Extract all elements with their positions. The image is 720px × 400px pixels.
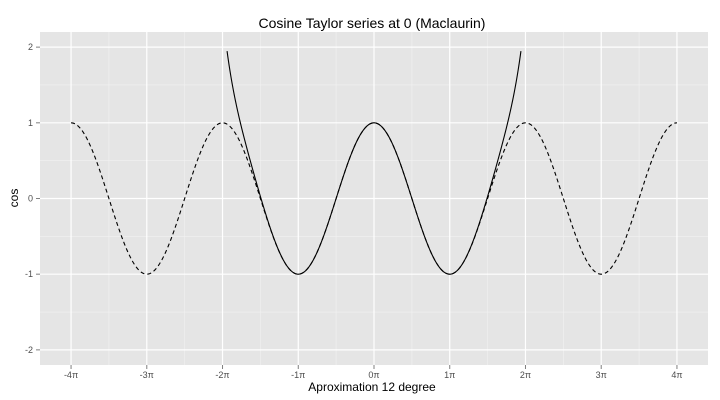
y-tick-label: 0 [28,194,33,204]
x-axis-label: Aproximation 12 degree [308,380,436,394]
x-tick-label: 0π [368,370,379,380]
y-axis-label: cos [7,189,21,208]
chart-title: Cosine Taylor series at 0 (Maclaurin) [259,15,486,31]
ticks: -4π -3π -2π -1π 0π 1π 2π 3π 4π -2 -1 0 1 2 [25,42,683,380]
y-tick-label: -1 [25,269,33,279]
x-tick-label: 2π [520,370,531,380]
x-tick-label: -2π [215,370,229,380]
taylor-polynomial-line [226,51,522,275]
x-tick-label: -3π [140,370,154,380]
x-tick-label: 4π [671,370,682,380]
x-tick-label: 1π [444,370,455,380]
series-layer [71,51,677,275]
x-tick-label: 3π [596,370,607,380]
grid [40,32,708,365]
y-tick-label: -2 [25,345,33,355]
y-tick-label: 2 [28,42,33,52]
y-tick-label: 1 [28,118,33,128]
x-tick-label: -4π [64,370,78,380]
x-tick-label: -1π [291,370,305,380]
